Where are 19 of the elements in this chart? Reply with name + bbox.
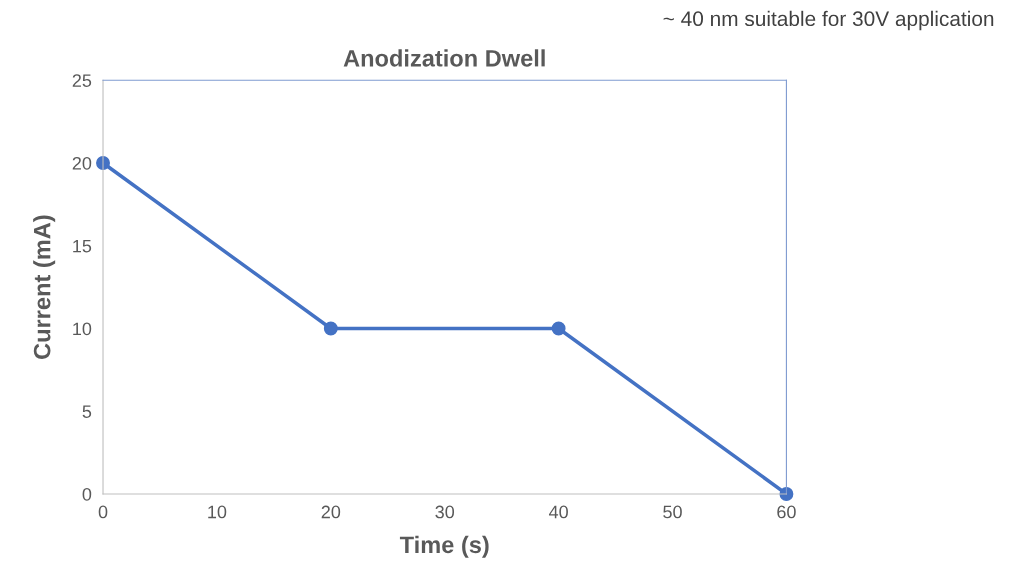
- point: [323, 321, 338, 336]
- y-axis-title: Current (mA): [33, 215, 56, 359]
- x-tick-label: 60: [777, 505, 796, 519]
- x-tick-label: 50: [663, 505, 682, 519]
- x-tick-label: 10: [208, 505, 227, 519]
- y-tick-label: 5: [82, 405, 92, 418]
- x-tick-label: 40: [548, 505, 568, 519]
- y-tick-label: 10: [73, 322, 92, 336]
- y-tick-label: 0: [82, 487, 92, 501]
- y-tick-label: 15: [73, 239, 92, 253]
- y-tick-label: 20: [72, 156, 92, 170]
- point: [551, 321, 566, 336]
- y-tick-label: 25: [72, 74, 92, 87]
- x-tick-label: 0: [98, 505, 108, 519]
- chart-title: Anodization Dwell: [343, 49, 545, 67]
- text: ~ 40 nm suitable for 30V application: [663, 10, 994, 31]
- x-axis-title: Time (s): [399, 535, 489, 558]
- x-tick-label: 20: [321, 505, 341, 519]
- x-tick-label: 30: [435, 505, 455, 519]
